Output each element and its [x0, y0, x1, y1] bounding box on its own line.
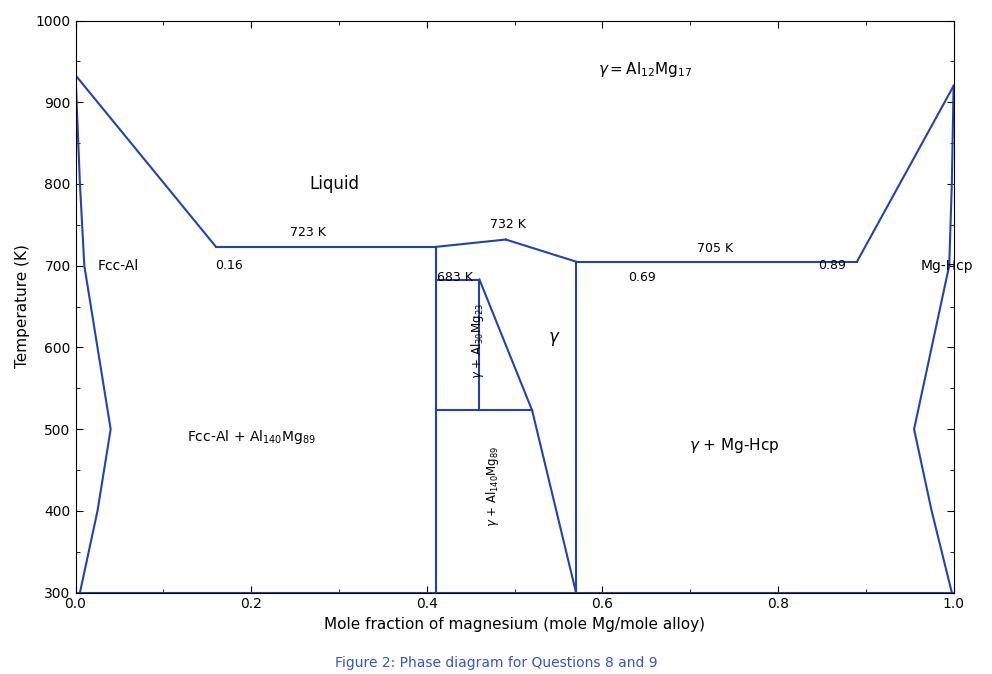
- Text: Figure 2: Phase diagram for Questions 8 and 9: Figure 2: Phase diagram for Questions 8 …: [334, 656, 658, 670]
- Text: 0.89: 0.89: [818, 259, 846, 272]
- Text: $\gamma$: $\gamma$: [548, 330, 560, 348]
- Text: Liquid: Liquid: [310, 175, 359, 193]
- Text: Fcc-Al: Fcc-Al: [97, 259, 139, 273]
- Text: $\gamma$ + $\mathrm{Al}_{140}\mathrm{Mg}_{89}$: $\gamma$ + $\mathrm{Al}_{140}\mathrm{Mg}…: [484, 446, 501, 527]
- Y-axis label: Temperature (K): Temperature (K): [15, 245, 30, 369]
- Text: Fcc-Al + $\mathrm{Al}_{140}\mathrm{Mg}_{89}$: Fcc-Al + $\mathrm{Al}_{140}\mathrm{Mg}_{…: [186, 429, 315, 446]
- Text: 0.16: 0.16: [215, 259, 243, 272]
- Text: $\gamma$ + Mg-Hcp: $\gamma$ + Mg-Hcp: [688, 436, 780, 455]
- Text: Mg-Hcp: Mg-Hcp: [921, 259, 973, 273]
- Text: 723 K: 723 K: [291, 226, 326, 239]
- Text: $\gamma = \mathrm{Al}_{12}\mathrm{Mg}_{17}$: $\gamma = \mathrm{Al}_{12}\mathrm{Mg}_{1…: [598, 60, 692, 79]
- Text: 705 K: 705 K: [696, 242, 733, 255]
- Text: 683 K: 683 K: [437, 272, 473, 284]
- X-axis label: Mole fraction of magnesium (mole Mg/mole alloy): Mole fraction of magnesium (mole Mg/mole…: [324, 617, 705, 632]
- Text: 732 K: 732 K: [490, 218, 526, 231]
- Text: 0.69: 0.69: [628, 272, 656, 284]
- Text: $\gamma$ + $\mathrm{Al}_{30}\mathrm{Mg}_{23}$: $\gamma$ + $\mathrm{Al}_{30}\mathrm{Mg}_…: [469, 303, 486, 379]
